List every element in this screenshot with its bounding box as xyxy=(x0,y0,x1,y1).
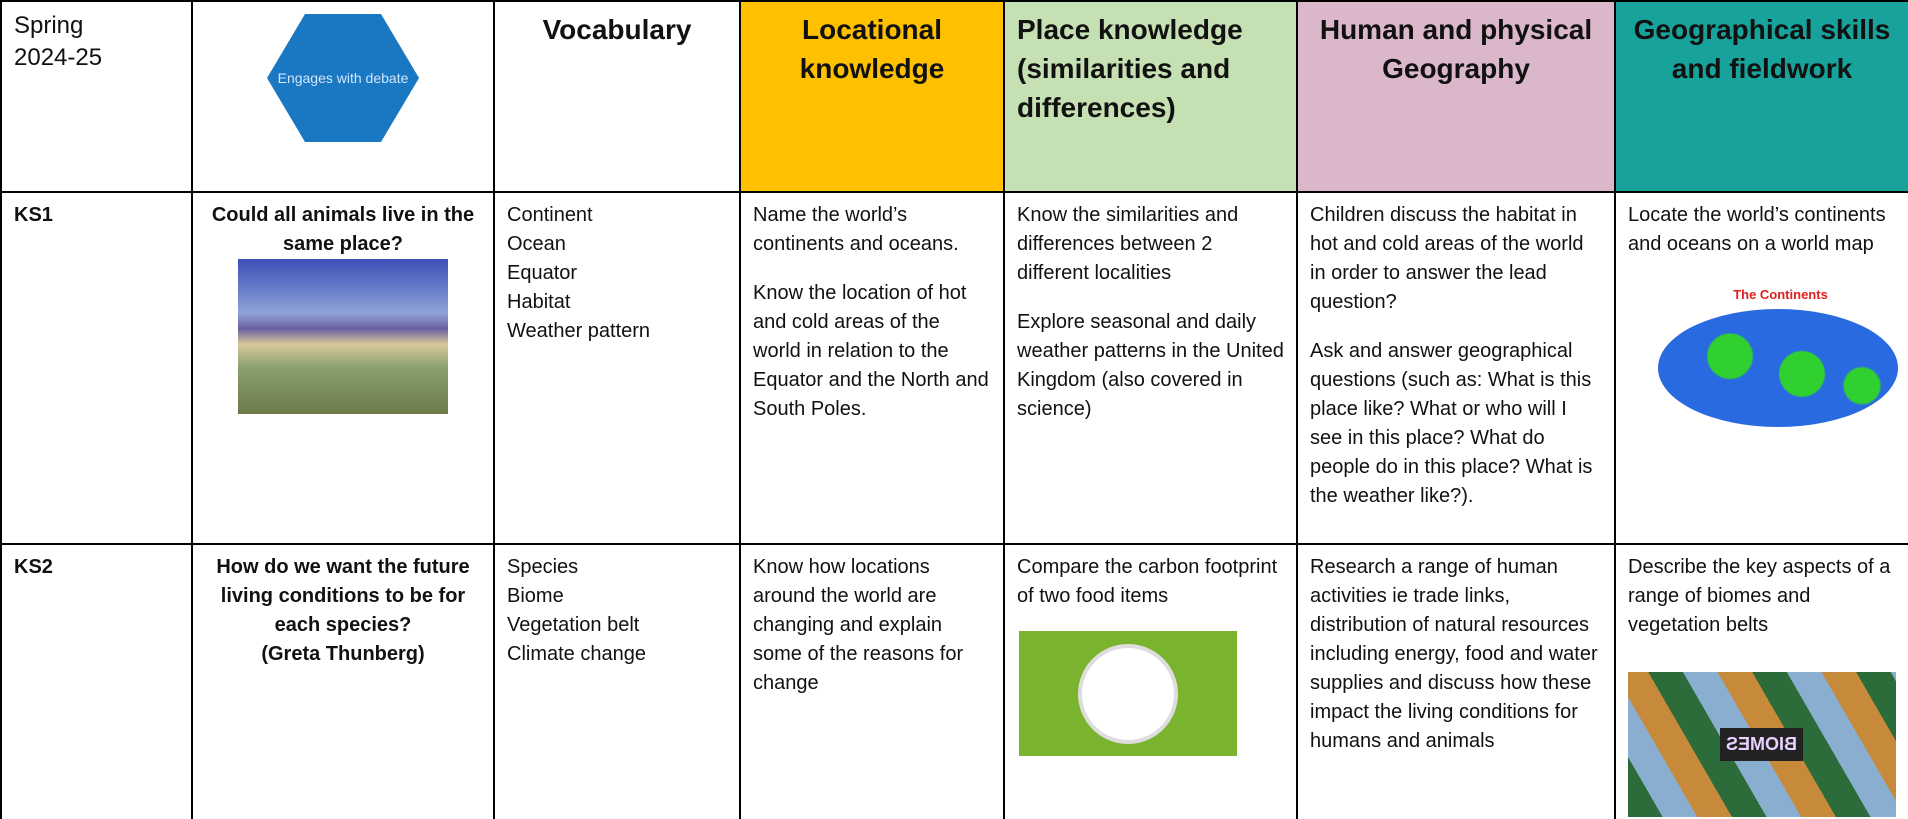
biomes-image: BIOMES xyxy=(1628,672,1896,817)
locational-cell: Know how locations around the world are … xyxy=(739,543,1005,819)
world-map xyxy=(1658,309,1898,427)
vocabulary-word: Biome xyxy=(507,585,564,607)
place-cell: Compare the carbon footprint of two food… xyxy=(1003,543,1298,819)
skills-text: Describe the key aspects of a range of b… xyxy=(1628,556,1891,636)
human-text: Ask and answer geographical questions (s… xyxy=(1310,340,1593,507)
column-header: Locational knowledge xyxy=(739,0,1005,193)
stage: KS1 xyxy=(0,191,193,545)
place-text: Compare the carbon footprint of two food… xyxy=(1017,556,1278,607)
column-header: Place knowledge (similarities and differ… xyxy=(1003,0,1298,193)
map-image: The Continents xyxy=(1658,279,1903,427)
row: KS1 Could all animals live in the same pl… xyxy=(0,191,1908,545)
footprint-image xyxy=(1019,631,1237,756)
question: Could all animals live in the same place… xyxy=(211,204,475,255)
header-row: Spring 2024-25 Engages with debate Vocabu… xyxy=(0,0,1908,193)
skills-cell: Locate the world’s continents and oceans… xyxy=(1614,191,1908,545)
skills-cell: Describe the key aspects of a range of b… xyxy=(1614,543,1908,819)
place-text: Explore seasonal and daily weather patte… xyxy=(1017,311,1284,420)
place-text: Know the similarities and differences be… xyxy=(1017,204,1239,284)
desert-image xyxy=(238,259,448,414)
stage: KS2 xyxy=(0,543,193,819)
place-cell: Know the similarities and differences be… xyxy=(1003,191,1298,545)
vocabulary-word: Weather pattern xyxy=(507,320,651,342)
map-title: The Continents xyxy=(1733,287,1828,302)
question-cell: How do we want the future living conditi… xyxy=(191,543,495,819)
skills-text: Locate the world’s continents and oceans… xyxy=(1628,204,1886,255)
biomes-label: BIOMES xyxy=(1720,728,1804,761)
term-cell: Spring 2024-25 xyxy=(0,0,193,193)
locational-text: Know how locations around the world are … xyxy=(753,556,964,694)
vocabulary-cell: Continent Ocean Equator Habitat Weather patt… xyxy=(493,191,741,545)
human-cell: Research a range of human activities ie … xyxy=(1296,543,1616,819)
column-header: Human and physical Geography xyxy=(1296,0,1616,193)
locational-text: Name the world’s continents and oceans. xyxy=(753,204,959,255)
vocabulary-word: Habitat xyxy=(507,291,571,313)
question: How do we want the future living conditi… xyxy=(216,556,470,636)
locational-text: Know the location of hot and cold areas … xyxy=(753,282,989,420)
vocabulary-cell: Species Biome Vegetation belt Climate chang… xyxy=(493,543,741,819)
human-cell: Children discuss the habitat in hot and … xyxy=(1296,191,1616,545)
vocabulary-word: Vegetation belt xyxy=(507,614,640,636)
question-cell: Could all animals live in the same place… xyxy=(191,191,495,545)
vocabulary-word: Climate change xyxy=(507,643,646,665)
plate xyxy=(1078,643,1178,744)
human-text: Children discuss the habitat in hot and … xyxy=(1310,204,1584,313)
vocabulary-word: Equator xyxy=(507,262,578,284)
vocabulary-word: Species xyxy=(507,556,579,578)
term: 2024-25 xyxy=(14,44,103,71)
column-header: Geographical skills and fieldwork xyxy=(1614,0,1908,193)
human-text: Research a range of human activities ie … xyxy=(1310,556,1598,752)
vocabulary-word: Ocean xyxy=(507,233,566,255)
column-header: Vocabulary xyxy=(493,0,741,193)
question: (Greta Thunberg) xyxy=(261,643,425,665)
badge-cell: Engages with debate xyxy=(191,0,495,193)
vocabulary-word: Continent xyxy=(507,204,593,226)
badge: Engages with debate xyxy=(267,14,419,142)
row: KS2 How do we want the future living cond… xyxy=(0,543,1908,819)
term: Spring xyxy=(14,12,84,39)
locational-cell: Name the world’s continents and oceans. K… xyxy=(739,191,1005,545)
